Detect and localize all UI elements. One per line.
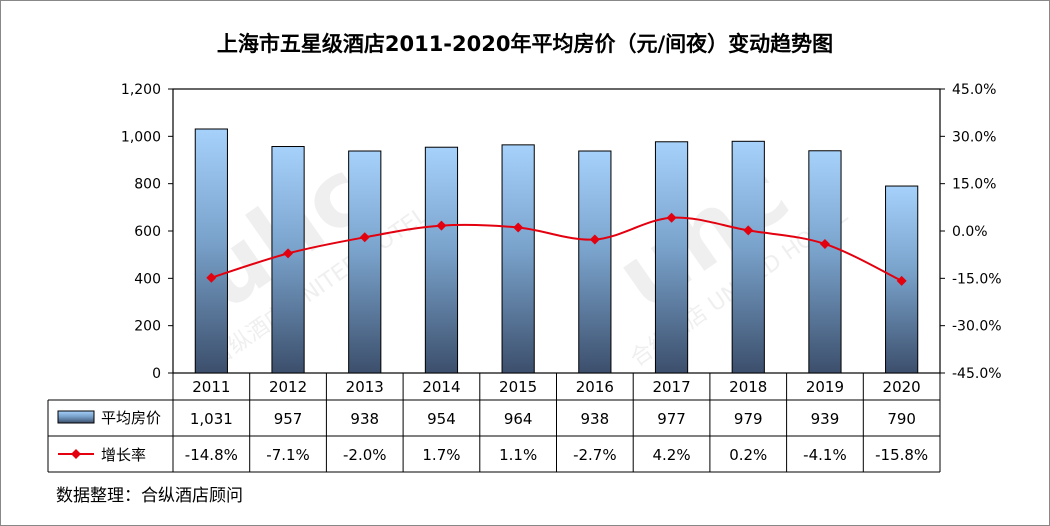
legend-bar-swatch [57, 410, 95, 424]
growth-point-2020 [896, 275, 907, 286]
x-tick-label: 2013 [346, 378, 384, 396]
growth-value-label: 4.2% [652, 446, 690, 464]
bar-2014 [424, 146, 459, 374]
bar-value-label: 938 [581, 410, 610, 428]
growth-point-2015 [513, 222, 524, 233]
growth-value-label: -4.1% [803, 446, 847, 464]
y-right-tick-label: 30.0% [952, 129, 996, 145]
y-right-tick-label: 15.0% [952, 177, 996, 193]
y-left-tick-label: 400 [134, 271, 161, 287]
y-left-tick-label: 1,000 [121, 129, 161, 145]
x-tick-label: 2020 [883, 378, 921, 396]
growth-value-label: -2.0% [343, 446, 387, 464]
bar-2011 [194, 128, 228, 374]
x-tick-label: 2018 [729, 378, 767, 396]
legend-line-marker [71, 449, 81, 459]
legend-bar-label: 平均房价 [101, 409, 161, 427]
bar-2016 [578, 150, 612, 374]
growth-value-label: -7.1% [266, 446, 310, 464]
growth-point-2019 [819, 238, 830, 249]
growth-value-label: 1.7% [422, 446, 460, 464]
growth-point-2013 [359, 232, 370, 243]
bar-2013 [348, 150, 382, 374]
bar-value-label: 939 [811, 410, 840, 428]
x-tick-label: 2016 [576, 378, 614, 396]
bar-value-label: 957 [274, 410, 303, 428]
y-right-tick-label: -15.0% [952, 271, 1002, 287]
bar-value-label: 979 [734, 410, 763, 428]
growth-value-label: -2.7% [573, 446, 617, 464]
bar-2012 [271, 146, 305, 374]
bar-2018 [731, 140, 765, 374]
x-tick-label: 2017 [652, 378, 690, 396]
x-tick-label: 2015 [499, 378, 537, 396]
bar-value-label: 977 [657, 410, 686, 428]
bar-value-label: 964 [504, 410, 533, 428]
growth-point-2016 [589, 234, 600, 245]
growth-point-2012 [283, 248, 294, 259]
x-tick-label: 2012 [269, 378, 307, 396]
bar-2015 [501, 144, 535, 374]
chart-title: 上海市五星级酒店2011-2020年平均房价（元/间夜）变动趋势图 [217, 32, 833, 56]
y-left-tick-label: 800 [134, 177, 161, 193]
growth-value-label: 1.1% [499, 446, 537, 464]
y-right-tick-label: -45.0% [952, 366, 1002, 382]
bar-value-label: 1,031 [190, 410, 233, 428]
growth-point-2014 [436, 220, 447, 231]
growth-rate-line [211, 216, 903, 282]
y-left-tick-label: 0 [152, 366, 161, 382]
growth-value-label: -15.8% [875, 446, 928, 464]
legend-line-label: 增长率 [101, 446, 146, 464]
y-right-tick-label: -30.0% [952, 319, 1002, 335]
growth-point-2017 [666, 212, 677, 223]
y-right-tick-label: 45.0% [952, 82, 996, 98]
bar-2017 [654, 141, 689, 374]
growth-value-label: -14.8% [185, 446, 238, 464]
y-left-tick-label: 1,200 [121, 82, 161, 98]
bar-value-label: 954 [427, 410, 456, 428]
y-left-tick-label: 200 [134, 319, 161, 335]
data-table: 2011 2012 2013 2014 2015 2016 2017 2018 2019 2020… [47, 372, 941, 473]
growth-value-label: 0.2% [729, 446, 767, 464]
growth-point-2018 [743, 225, 754, 236]
x-tick-label: 2019 [806, 378, 844, 396]
source-note: 数据整理：合纵酒店顾问 [56, 486, 243, 506]
bar-2019 [808, 150, 842, 374]
y-left-tick-label: 600 [134, 224, 161, 240]
x-tick-label: 2011 [192, 378, 230, 396]
y-right-tick-label: 0.0% [952, 224, 988, 240]
x-tick-label: 2014 [422, 378, 460, 396]
bar-value-label: 790 [887, 410, 916, 428]
bar-value-label: 938 [350, 410, 379, 428]
growth-point-2011 [206, 272, 217, 283]
plot-area: 0 200 400 600 800 1,000 1,200 -45.0% -30.0% -15.0… [121, 82, 1002, 382]
